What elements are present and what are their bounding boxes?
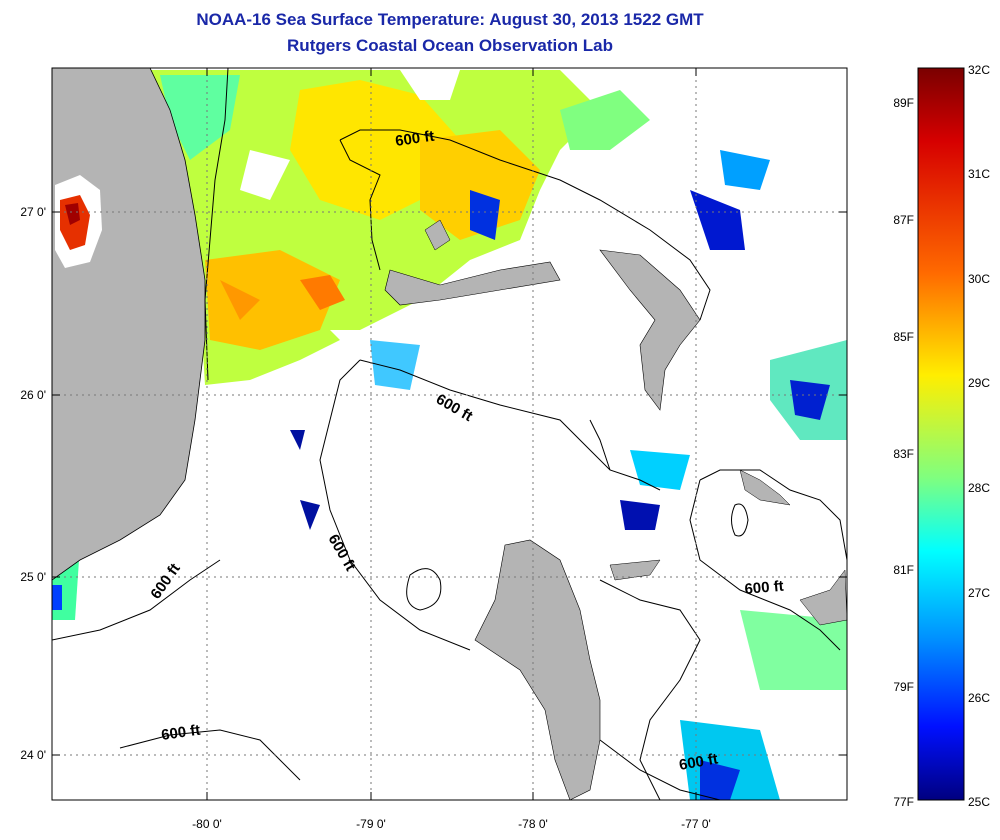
graticule [52, 68, 847, 800]
grand-bahama-island [384, 261, 561, 306]
colorbar-celsius: 32C 31C 30C 29C 28C 27C 26C 25C [968, 63, 990, 809]
lon-label: -80 0' [192, 817, 222, 831]
contour-label: 600 ft [678, 750, 720, 774]
sst-swath [150, 70, 650, 385]
lon-label: -77 0' [681, 817, 711, 831]
lon-label: -78 0' [518, 817, 548, 831]
lat-label: 25 0' [20, 570, 46, 584]
colorbar-f-label: 79F [893, 680, 914, 694]
colorbar-c-label: 27C [968, 586, 990, 600]
colorbar-c-label: 25C [968, 795, 990, 809]
colorbar [917, 67, 965, 801]
lat-label: 27 0' [20, 205, 46, 219]
map-content: 600 ft 600 ft 600 ft 600 ft 600 ft 600 f… [52, 68, 847, 800]
colorbar-f-label: 85F [893, 330, 914, 344]
colorbar-c-label: 32C [968, 63, 990, 77]
map-title: NOAA-16 Sea Surface Temperature: August … [196, 10, 704, 29]
axis-ticks [52, 68, 847, 800]
depth-contours [52, 68, 847, 800]
lat-label: 24 0' [20, 748, 46, 762]
contour-label: 600 ft [744, 578, 785, 598]
abaco-island [599, 249, 701, 411]
colorbar-c-label: 28C [968, 481, 990, 495]
colorbar-c-label: 26C [968, 691, 990, 705]
lon-label: -79 0' [356, 817, 386, 831]
colorbar-fahrenheit: 89F 87F 85F 83F 81F 79F 77F [893, 96, 914, 809]
contour-label: 600 ft [160, 722, 201, 744]
colorbar-c-label: 31C [968, 167, 990, 181]
lat-label: 26 0' [20, 388, 46, 402]
colorbar-c-label: 29C [968, 376, 990, 390]
map-subtitle: Rutgers Coastal Ocean Observation Lab [287, 36, 613, 55]
colorbar-f-label: 87F [893, 213, 914, 227]
colorbar-f-label: 81F [893, 563, 914, 577]
contour-label: 600 ft [394, 128, 435, 150]
colorbar-f-label: 83F [893, 447, 914, 461]
andros-island [474, 539, 601, 800]
colorbar-f-label: 89F [893, 96, 914, 110]
colorbar-f-label: 77F [893, 795, 914, 809]
colorbar-c-label: 30C [968, 272, 990, 286]
